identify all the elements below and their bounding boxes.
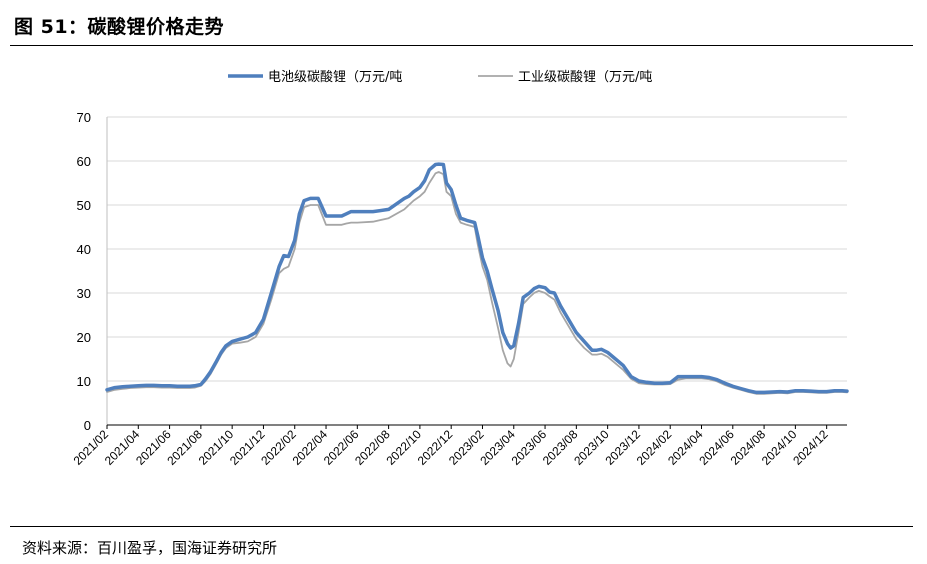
x-tick-labels: 2021/022021/042021/062021/082021/102021/… [71, 427, 831, 468]
figure-title: 图 51：碳酸锂价格走势 [14, 16, 225, 38]
x-tick-label: 2024/12 [790, 427, 831, 468]
legend: 电池级碳酸锂（万元/吨 工业级碳酸锂（万元/吨 [228, 70, 652, 85]
y-tick-label: 60 [77, 154, 91, 169]
source-note: 资料来源：百川盈孚，国海证券研究所 [22, 539, 278, 557]
source-divider [10, 526, 913, 527]
line-chart: 0 10 20 30 40 50 60 70 2021/022021/042021/06202… [71, 70, 849, 468]
y-tick-label: 30 [77, 286, 91, 301]
y-tick-label: 20 [77, 330, 91, 345]
y-tick-label: 50 [77, 198, 91, 213]
y-tick-label: 70 [77, 110, 91, 125]
axes [106, 117, 847, 429]
gridlines [107, 116, 847, 382]
y-tick-labels: 0 10 20 30 40 50 60 70 [77, 110, 91, 433]
legend-label-industrial-grade: 工业级碳酸锂（万元/吨 [518, 70, 652, 85]
legend-label-battery-grade: 电池级碳酸锂（万元/吨 [268, 70, 402, 85]
y-tick-label: 10 [77, 374, 91, 389]
series-lines [105, 162, 849, 395]
title-divider [10, 45, 913, 46]
y-tick-label: 40 [77, 242, 91, 257]
y-tick-label: 0 [84, 418, 91, 433]
series-line-battery-grade [105, 162, 849, 395]
